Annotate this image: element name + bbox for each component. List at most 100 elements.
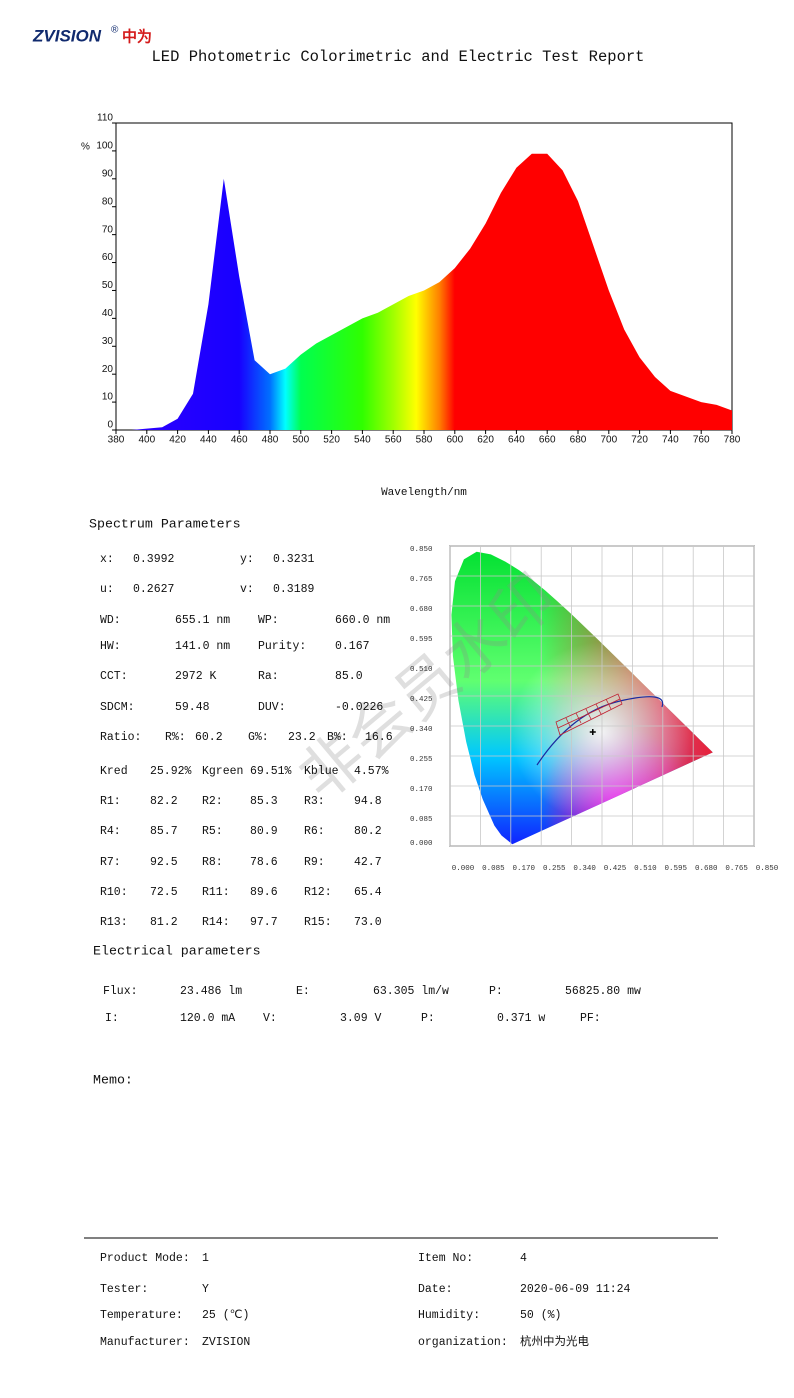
field-value: ZVISION — [202, 1336, 250, 1349]
y-tick-label: 20 — [102, 364, 114, 375]
field-value: 63.305 lm/w — [373, 985, 449, 998]
field-label: WP: — [258, 614, 279, 627]
field-value: 杭州中为光电 — [520, 1334, 589, 1349]
x-axis-label: Wavelength/nm — [381, 487, 467, 499]
x-tick-label: 580 — [416, 435, 433, 446]
y-tick-label: 60 — [102, 252, 114, 263]
x-tick-label: 500 — [292, 435, 309, 446]
x-tick-label: 640 — [508, 435, 525, 446]
x-tick-label: 0.850 — [756, 865, 779, 873]
field-label: organization: — [418, 1336, 508, 1349]
x-tick-label: 600 — [446, 435, 463, 446]
report-title: LED Photometric Colorimetric and Electri… — [152, 48, 645, 66]
field-label: R1: — [100, 795, 121, 808]
field-value: 94.8 — [354, 795, 382, 808]
field-label: B%: — [327, 731, 348, 744]
field-value: 97.7 — [250, 916, 278, 929]
x-tick-label: 740 — [662, 435, 679, 446]
x-tick-label: 460 — [231, 435, 248, 446]
field-value: 60.2 — [195, 731, 223, 744]
field-value: 0.371 w — [497, 1012, 545, 1025]
field-value: 23.486 lm — [180, 985, 242, 998]
field-value: 69.51% — [250, 765, 292, 778]
field-label: I: — [105, 1012, 119, 1025]
x-tick-label: 0.510 — [634, 865, 657, 873]
field-value: -0.0226 — [335, 701, 383, 714]
field-label: y: — [240, 553, 254, 566]
field-label: R6: — [304, 825, 325, 838]
y-tick-label: 80 — [102, 196, 114, 207]
field-value: 4.57% — [354, 765, 389, 778]
field-value: 81.2 — [150, 916, 178, 929]
x-tick-label: 660 — [539, 435, 556, 446]
field-value: 4 — [520, 1252, 527, 1265]
x-tick-label: 760 — [693, 435, 710, 446]
x-tick-label: 0.765 — [725, 865, 748, 873]
y-tick-label: 90 — [102, 168, 114, 179]
y-tick-label: 0.765 — [410, 576, 433, 584]
field-label: Temperature: — [100, 1309, 183, 1322]
x-tick-label: 620 — [477, 435, 494, 446]
field-label: Product Mode: — [100, 1252, 190, 1265]
y-tick-label: 0 — [107, 420, 113, 431]
field-value: 0.3992 — [133, 553, 175, 566]
field-label: x: — [100, 553, 114, 566]
field-value: 120.0 mA — [180, 1012, 235, 1025]
x-tick-label: 0.085 — [482, 865, 505, 873]
field-value: 655.1 nm — [175, 614, 230, 627]
field-label: E: — [296, 985, 310, 998]
field-label: R15: — [304, 916, 332, 929]
field-label: Kred — [100, 765, 128, 778]
field-value: 59.48 — [175, 701, 210, 714]
y-axis-label: % — [81, 142, 90, 153]
field-label: R5: — [202, 825, 223, 838]
section-title: Electrical parameters — [93, 944, 261, 959]
field-label: v: — [240, 583, 254, 596]
field-value: 0.3231 — [273, 553, 315, 566]
field-label: PF: — [580, 1012, 601, 1025]
field-label: R4: — [100, 825, 121, 838]
x-tick-label: 380 — [108, 435, 125, 446]
field-value: 2972 K — [175, 670, 217, 683]
field-value: 25.92% — [150, 765, 192, 778]
field-value: 141.0 nm — [175, 640, 230, 653]
y-tick-label: 0.425 — [410, 696, 433, 704]
field-label: CCT: — [100, 670, 128, 683]
y-tick-label: 50 — [102, 280, 114, 291]
field-value: 2020-06-09 11:24 — [520, 1283, 631, 1296]
field-value: 25 (℃) — [202, 1309, 249, 1322]
field-label: DUV: — [258, 701, 286, 714]
y-tick-label: 70 — [102, 224, 114, 235]
field-value: 50 (%) — [520, 1309, 561, 1322]
field-label: Ra: — [258, 670, 279, 683]
field-value: 65.4 — [354, 886, 382, 899]
field-label: R2: — [202, 795, 223, 808]
field-value: 82.2 — [150, 795, 178, 808]
field-value: Y — [202, 1283, 209, 1296]
y-tick-label: 0.680 — [410, 606, 433, 614]
x-tick-label: 0.170 — [513, 865, 536, 873]
field-label: u: — [100, 583, 114, 596]
field-label: R9: — [304, 856, 325, 869]
y-tick-label: 0.085 — [410, 816, 433, 824]
field-value: 660.0 nm — [335, 614, 390, 627]
field-label: HW: — [100, 640, 121, 653]
x-tick-label: 420 — [169, 435, 186, 446]
y-tick-label: 40 — [102, 308, 114, 319]
field-value: 73.0 — [354, 916, 382, 929]
x-tick-label: 540 — [354, 435, 371, 446]
logo-cn: 中为 — [122, 28, 152, 46]
x-tick-label: 440 — [200, 435, 217, 446]
field-value: 0.3189 — [273, 583, 315, 596]
field-label: Ratio: — [100, 731, 141, 744]
field-value: 85.3 — [250, 795, 278, 808]
x-tick-label: 0.680 — [695, 865, 718, 873]
y-tick-label: 0.595 — [410, 636, 433, 644]
sdcm-grid — [555, 693, 623, 736]
field-value: 78.6 — [250, 856, 278, 869]
field-label: P: — [421, 1012, 435, 1025]
x-tick-label: 520 — [323, 435, 340, 446]
field-value: 1 — [202, 1252, 209, 1265]
x-tick-label: 700 — [600, 435, 617, 446]
x-tick-label: 0.425 — [604, 865, 627, 873]
